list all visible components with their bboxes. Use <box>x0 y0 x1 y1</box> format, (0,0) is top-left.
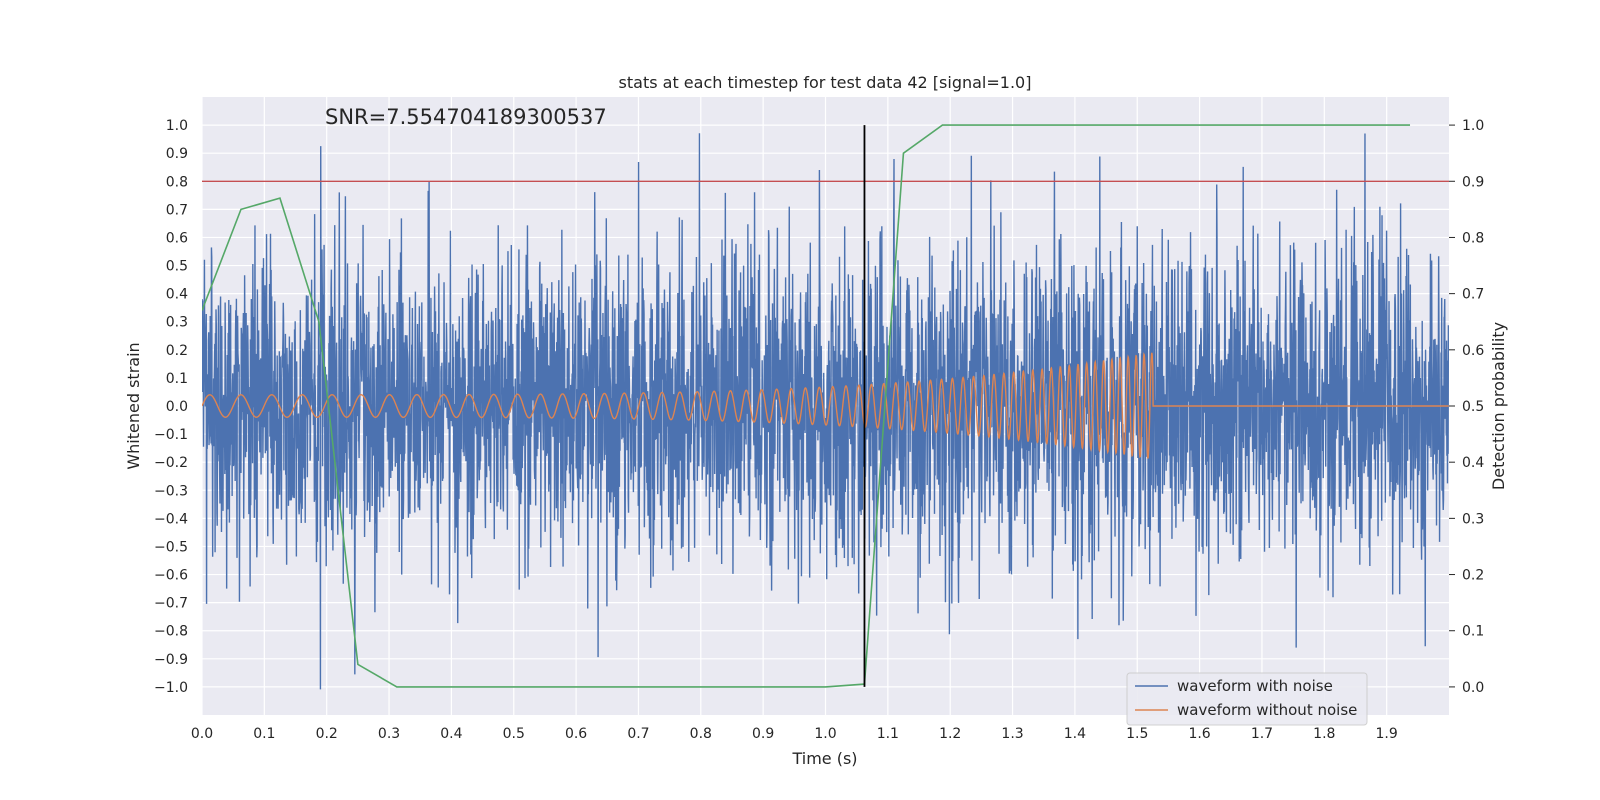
series-detection-probability <box>202 124 1411 688</box>
y2-tick-label: 0.1 <box>1462 624 1484 640</box>
plot-area <box>202 124 1449 690</box>
x-tick-label: 1.6 <box>1188 726 1210 742</box>
y-tick-label: 0.3 <box>166 315 188 331</box>
x-tick-label: 0.8 <box>690 726 712 742</box>
y-tick-label: 0.9 <box>166 146 188 162</box>
x-tick-label: 1.8 <box>1313 726 1335 742</box>
y-tick-label: 0.4 <box>166 287 188 303</box>
y-axis-label: Whitened strain <box>124 342 143 469</box>
y2-tick-label: 0.3 <box>1462 511 1484 527</box>
y2-tick-label: 1.0 <box>1462 118 1484 134</box>
y2-tick-label: 0.9 <box>1462 174 1484 190</box>
series-waveform-without-noise <box>202 352 1449 459</box>
x-tick-label: 1.0 <box>814 726 836 742</box>
y2-tick-label: 0.0 <box>1462 680 1484 696</box>
x-tick-label: 1.2 <box>939 726 961 742</box>
y-tick-label: 0.5 <box>166 259 188 275</box>
x-tick-label: 0.0 <box>191 726 213 742</box>
y2-tick-label: 0.5 <box>1462 399 1484 415</box>
y-tick-label: −0.5 <box>154 539 188 555</box>
y-axis-ticks: 1.0 0.9 0.8 0.7 0.6 0.5 0.4 0.3 0.2 0.1 0.0 −0.1 −0.… <box>154 118 188 696</box>
y-tick-label: −1.0 <box>154 680 188 696</box>
y-tick-label: −0.3 <box>154 483 188 499</box>
x-tick-label: 1.4 <box>1064 726 1086 742</box>
legend: waveform with noise waveform without noi… <box>1126 672 1368 726</box>
y2-tick-label: 0.6 <box>1462 343 1484 359</box>
y-tick-label: −0.4 <box>154 511 188 527</box>
y-tick-label: −0.2 <box>154 455 188 471</box>
x-tick-label: 0.3 <box>378 726 400 742</box>
x-tick-label: 1.5 <box>1126 726 1148 742</box>
legend-box <box>1126 672 1368 726</box>
y-tick-label: 0.0 <box>166 399 188 415</box>
y-tick-label: 0.1 <box>166 371 188 387</box>
y-tick-label: −0.1 <box>154 427 188 443</box>
x-tick-label: 0.2 <box>316 726 338 742</box>
y2-tick-label: 0.8 <box>1462 230 1484 246</box>
snr-annotation: SNR=7.554704189300537 <box>325 105 607 129</box>
x-tick-label: 0.1 <box>253 726 275 742</box>
y2-tick-label: 0.4 <box>1462 455 1484 471</box>
y-tick-label: 0.2 <box>166 343 188 359</box>
y-tick-label: −0.7 <box>154 596 188 612</box>
y-tick-label: 1.0 <box>166 118 188 134</box>
chart-title: stats at each timestep for test data 42 … <box>619 73 1032 92</box>
y2-tick-label: 0.7 <box>1462 287 1484 303</box>
x-tick-label: 1.9 <box>1376 726 1398 742</box>
y-tick-label: 0.6 <box>166 230 188 246</box>
x-tick-label: 0.7 <box>627 726 649 742</box>
x-tick-label: 1.3 <box>1001 726 1023 742</box>
x-tick-label: 0.6 <box>565 726 587 742</box>
y-tick-label: −0.9 <box>154 652 188 668</box>
legend-label-without-noise: waveform without noise <box>1177 701 1357 719</box>
x-tick-label: 1.1 <box>877 726 899 742</box>
y2-tick-label: 0.2 <box>1462 568 1484 584</box>
legend-label-with-noise: waveform with noise <box>1177 677 1333 695</box>
y2-axis-label: Detection probability <box>1489 322 1508 490</box>
x-tick-label: 1.7 <box>1251 726 1273 742</box>
x-tick-label: 0.9 <box>752 726 774 742</box>
x-axis-ticks: 0.0 0.1 0.2 0.3 0.4 0.5 0.6 0.7 0.8 0.9 1.0 1.1 1.2 1… <box>191 726 1398 742</box>
y2-axis-ticks: 1.0 0.9 0.8 0.7 0.6 0.5 0.4 0.3 0.2 0.1 0.0 <box>1449 118 1484 696</box>
x-tick-label: 0.5 <box>503 726 525 742</box>
y-tick-label: 0.7 <box>166 202 188 218</box>
y-tick-label: −0.8 <box>154 624 188 640</box>
y-tick-label: −0.6 <box>154 568 188 584</box>
x-tick-label: 0.4 <box>440 726 462 742</box>
x-axis-label: Time (s) <box>791 749 857 768</box>
y-tick-label: 0.8 <box>166 174 188 190</box>
